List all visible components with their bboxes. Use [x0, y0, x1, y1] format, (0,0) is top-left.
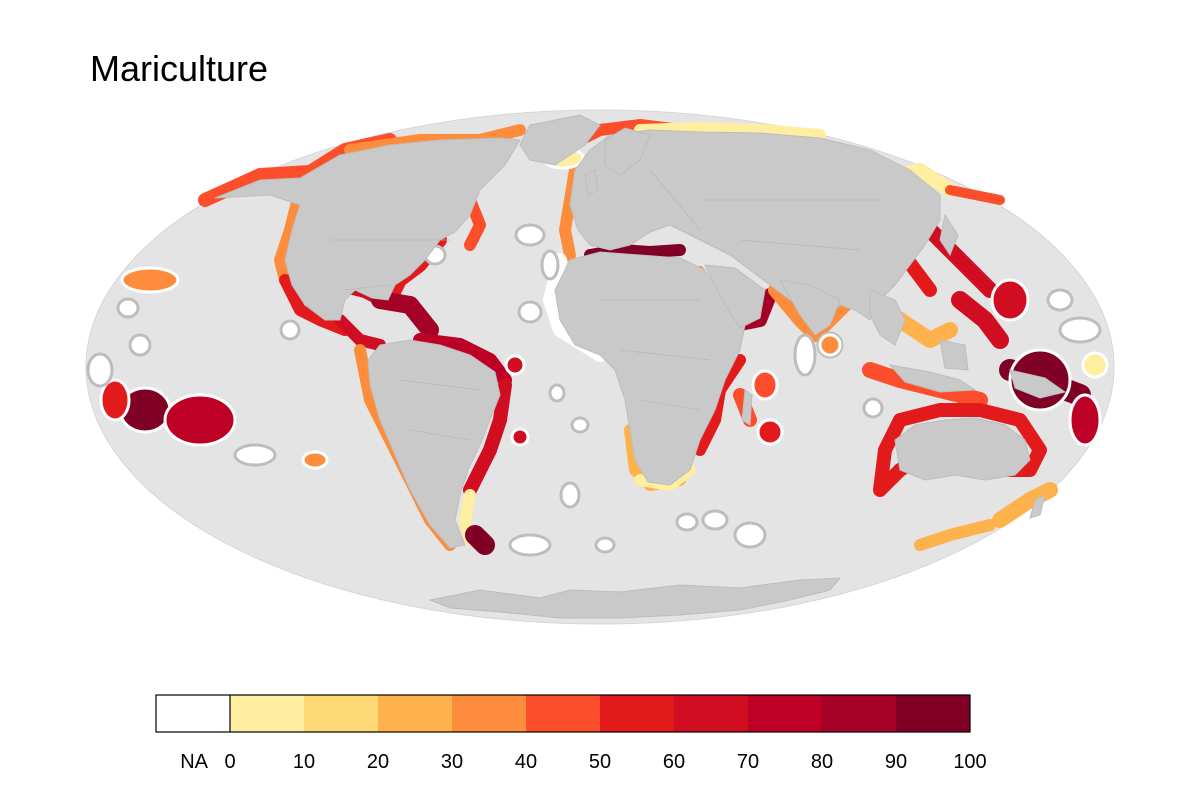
land-japan: [939, 213, 959, 257]
zone-sa-east: [463, 378, 512, 497]
zone-philippines: [951, 291, 1009, 349]
zone-kamchatka: [945, 185, 1005, 205]
zone-hawaii: [120, 266, 180, 294]
zone-s-georgia: [594, 536, 616, 554]
zone-arctic-russia: [634, 122, 826, 141]
zone-seychelles: [751, 369, 779, 401]
zone-south-pacific-se: [914, 519, 996, 551]
zone-brazil-islands: [504, 354, 526, 376]
zone-tristan: [570, 416, 590, 434]
land-scandinavia: [604, 127, 651, 176]
pacific-islands: [86, 266, 1109, 470]
zone-falklands-na: [508, 533, 552, 557]
zone-polynesia-east: [99, 378, 131, 422]
land-africa: [554, 251, 746, 486]
zone-pacific-na-1: [86, 352, 114, 388]
zone-micronesia: [990, 278, 1030, 322]
land-south-america: [367, 339, 501, 549]
zone-indian-2: [701, 509, 729, 531]
zone-s-atlantic-1: [559, 481, 581, 509]
zone-pacific-na-4: [116, 297, 140, 319]
land-greenland: [519, 114, 601, 166]
land-new-guinea: [1009, 369, 1067, 399]
zone-cape-verde: [517, 300, 543, 324]
zone-new-zealand: [992, 482, 1058, 528]
land-arabia: [704, 264, 766, 329]
land-indonesia: [888, 364, 977, 393]
zone-canada-west: [274, 184, 306, 286]
zone-canada-east: [464, 194, 486, 251]
land-india: [779, 279, 841, 336]
zone-st-helena: [548, 383, 566, 403]
land-new-zealand: [1029, 494, 1046, 519]
land-uk: [584, 169, 599, 196]
map-title: Mariculture: [90, 48, 269, 89]
zone-pacific-orange: [301, 450, 329, 470]
zone-pacific-yellow: [1081, 351, 1109, 379]
zone-pacific-na-5: [279, 319, 301, 341]
zone-sa-north: [413, 333, 512, 387]
zone-maldives: [793, 333, 817, 377]
zone-pacific-na-6: [1046, 288, 1074, 312]
zone-africa-east: [694, 354, 746, 456]
land-antarctica: [428, 577, 842, 619]
zone-kerguelen: [733, 521, 767, 549]
zone-pacific-fiji: [1068, 393, 1102, 447]
zone-usa-west: [279, 274, 351, 336]
zone-indian-1: [675, 512, 699, 532]
zone-pacific-na-3: [233, 443, 277, 467]
zone-ascension: [510, 427, 530, 447]
zone-azores: [514, 223, 546, 247]
zone-polynesia-central: [163, 393, 237, 447]
ocean-islands: [423, 146, 884, 557]
zone-central-america: [334, 314, 386, 351]
land-north-america: [214, 137, 521, 321]
country-borders: [330, 169, 880, 441]
land-australia: [894, 417, 1031, 481]
land-eurasia: [569, 129, 941, 321]
zone-mauritius: [756, 418, 784, 446]
zone-pacific-na-7: [1058, 316, 1102, 344]
land: [214, 114, 1067, 619]
land-borneo: [939, 339, 969, 371]
zone-chile-south: [465, 525, 495, 555]
zone-cocos: [862, 397, 884, 419]
land-se-asia: [869, 289, 906, 346]
land-madagascar: [741, 389, 753, 426]
zone-pacific-na-2: [128, 333, 152, 357]
zone-srilanka: [818, 333, 842, 357]
zone-canaries: [540, 249, 560, 281]
zone-caribbean: [371, 291, 439, 339]
